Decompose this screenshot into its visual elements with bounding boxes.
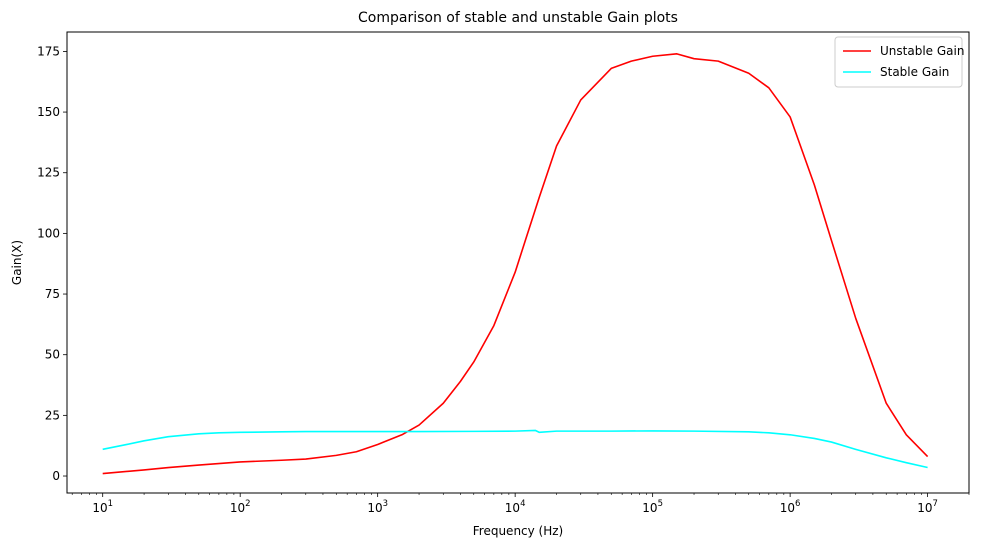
x-tick-label: 104 [505,499,526,515]
x-tick-label: 103 [367,499,388,515]
y-axis-label: Gain(X) [10,240,24,285]
x-tick-label: 102 [230,499,251,515]
plot-frame [66,31,970,494]
y-tick-label: 75 [45,287,60,301]
legend: Unstable Gain Stable Gain [834,36,964,88]
y-tick-label: 150 [37,105,60,119]
y-tick-label: 0 [52,469,60,483]
y-tick-label: 175 [37,44,60,58]
y-tick-label: 25 [45,408,60,422]
x-axis: 101 102 103 104 105 106 107 [71,493,970,515]
legend-label: Stable Gain [880,65,949,79]
legend-label: Unstable Gain [880,44,964,58]
x-axis-label: Frequency (Hz) [473,524,564,538]
y-tick-label: 100 [37,226,60,240]
series-line-1 [102,53,929,475]
y-tick-label: 125 [37,166,60,180]
x-tick-label: 106 [780,499,801,515]
y-axis: 0 25 50 75 100 125 150 175 [37,44,67,483]
legend-box [834,36,963,88]
x-tick-label: 105 [642,499,663,515]
x-tick-label: 107 [917,499,938,515]
series-layer [102,53,929,475]
y-tick-label: 50 [45,348,60,362]
x-tick-label: 101 [92,499,113,515]
chart-title: Comparison of stable and unstable Gain p… [358,10,678,26]
series-line-2 [102,429,928,469]
